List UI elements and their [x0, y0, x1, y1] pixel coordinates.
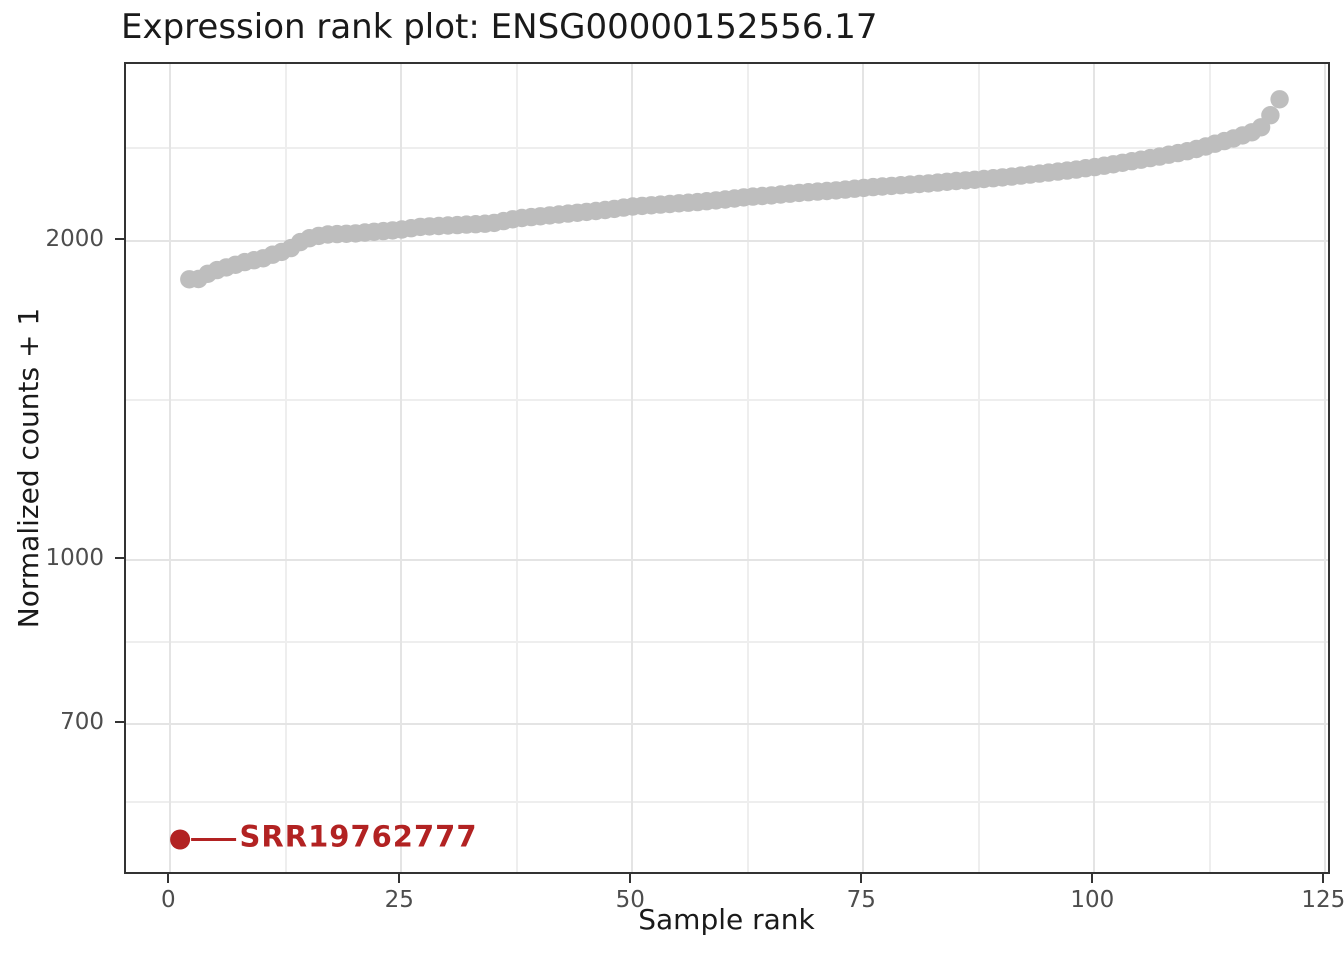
highlighted-sample-point	[169, 829, 190, 850]
plot-title: Expression rank plot: ENSG00000152556.17	[121, 7, 878, 47]
data-points-layer	[169, 90, 1289, 850]
x-major-gridline	[400, 64, 403, 872]
y-minor-gridline	[125, 146, 1328, 149]
y-tick-mark	[114, 557, 124, 560]
y-tick-label: 1000	[45, 545, 104, 572]
x-tick-mark	[629, 873, 632, 883]
x-minor-gridline	[977, 64, 980, 872]
x-axis-title: Sample rank	[638, 903, 815, 936]
y-minor-gridline	[125, 641, 1328, 644]
x-tick-label: 50	[615, 886, 645, 913]
highlighted-sample-label: SRR19762777	[239, 819, 478, 854]
x-tick-label: 75	[846, 886, 876, 913]
y-tick-label: 700	[60, 709, 104, 736]
y-minor-gridline	[125, 800, 1328, 803]
sample-point	[1260, 106, 1280, 125]
x-minor-gridline	[1208, 64, 1211, 872]
y-axis-title: Normalized counts + 1	[12, 307, 45, 629]
y-minor-gridline	[125, 399, 1328, 402]
x-minor-gridline	[746, 64, 749, 872]
x-minor-gridline	[284, 64, 287, 872]
x-tick-label: 0	[160, 886, 176, 913]
x-major-gridline	[631, 64, 634, 872]
x-tick-label: 125	[1301, 886, 1344, 913]
x-minor-gridline	[515, 64, 518, 872]
x-major-gridline	[1093, 64, 1096, 872]
x-tick-mark	[860, 873, 863, 883]
y-tick-label: 2000	[45, 225, 104, 252]
y-tick-mark	[114, 237, 124, 240]
x-tick-mark	[398, 873, 401, 883]
y-major-gridline	[125, 239, 1328, 242]
x-tick-label: 100	[1070, 886, 1115, 913]
y-tick-mark	[114, 721, 124, 724]
y-major-gridline	[125, 723, 1328, 726]
x-major-gridline	[862, 64, 865, 872]
y-major-gridline	[125, 559, 1328, 562]
x-major-gridline	[169, 64, 172, 872]
x-tick-mark	[1322, 873, 1325, 883]
x-tick-mark	[167, 873, 170, 883]
x-tick-mark	[1091, 873, 1094, 883]
x-tick-label: 25	[384, 886, 414, 913]
sample-point	[1269, 90, 1289, 109]
plot-panel	[123, 62, 1330, 874]
x-major-gridline	[1324, 64, 1327, 872]
